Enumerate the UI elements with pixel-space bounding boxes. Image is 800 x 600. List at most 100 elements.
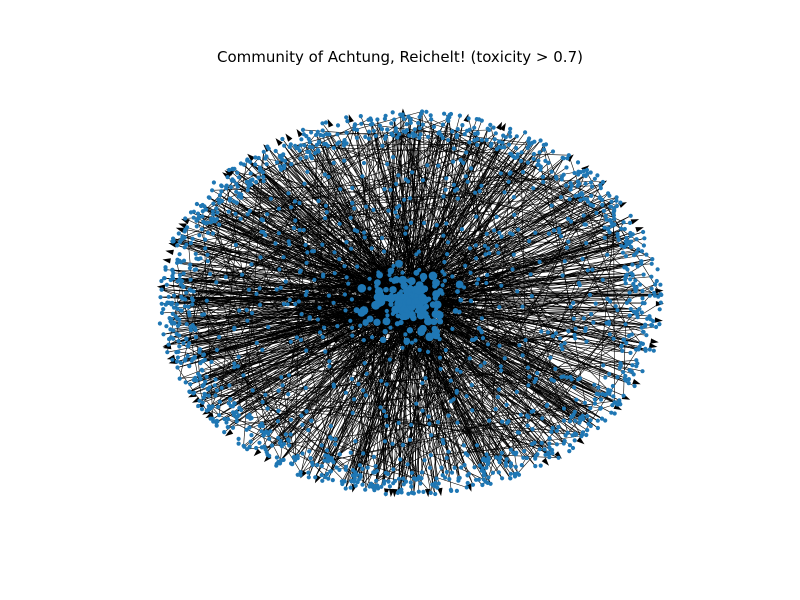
graph-node [234, 410, 239, 415]
graph-node [233, 242, 238, 247]
graph-node [550, 447, 555, 453]
graph-node [452, 308, 459, 314]
graph-node [451, 146, 456, 151]
graph-edge [419, 349, 573, 436]
graph-node [451, 159, 456, 164]
graph-node [384, 423, 390, 428]
graph-node [370, 335, 375, 340]
graph-node [425, 332, 434, 342]
graph-node [315, 462, 320, 468]
graph-node [388, 301, 394, 307]
graph-node [302, 143, 307, 148]
graph-node [558, 195, 564, 200]
graph-node [565, 156, 570, 161]
graph-node [498, 171, 503, 176]
graph-edge [237, 366, 484, 480]
graph-node [498, 364, 503, 369]
graph-node [320, 478, 325, 483]
graph-node [335, 324, 340, 329]
graph-node [369, 246, 374, 251]
graph-node [541, 179, 546, 185]
graph-node [343, 467, 348, 472]
graph-node [464, 150, 469, 155]
graph-node [483, 479, 488, 484]
graph-node [191, 391, 196, 396]
graph-node [371, 207, 376, 212]
graph-node [507, 130, 512, 135]
graph-node [261, 149, 266, 154]
graph-node [473, 477, 479, 482]
graph-edge [456, 136, 560, 233]
graph-node [510, 267, 515, 272]
graph-node [481, 469, 486, 475]
graph-node [633, 278, 638, 283]
graph-node [245, 318, 250, 323]
graph-node [536, 158, 541, 163]
graph-edge [316, 318, 371, 466]
graph-node [214, 388, 220, 393]
graph-edge [189, 302, 409, 344]
graph-node [177, 344, 182, 349]
graph-node [207, 195, 212, 200]
graph-node [224, 420, 229, 425]
graph-node [381, 481, 387, 486]
graph-node [547, 436, 552, 441]
graph-node [281, 255, 286, 260]
graph-node [588, 423, 593, 429]
graph-node [387, 272, 392, 278]
graph-node [547, 441, 552, 446]
graph-node [559, 374, 564, 380]
graph-node [205, 252, 210, 257]
graph-node [538, 463, 543, 468]
graph-node [386, 208, 391, 213]
graph-node [233, 211, 238, 216]
graph-node [572, 385, 577, 390]
graph-edge [307, 122, 411, 173]
graph-node [656, 294, 661, 299]
graph-node [320, 242, 325, 247]
graph-node [214, 217, 219, 222]
graph-node [641, 243, 647, 248]
graph-node [379, 484, 384, 489]
graph-node [332, 250, 337, 255]
graph-node [307, 144, 312, 149]
graph-node [177, 333, 182, 338]
graph-edge [409, 302, 525, 452]
graph-node [209, 216, 214, 221]
graph-node [506, 419, 511, 424]
graph-node [352, 228, 357, 233]
edge-arrowhead [496, 121, 503, 131]
graph-node [649, 286, 654, 291]
graph-node [588, 418, 593, 423]
graph-node [170, 311, 175, 316]
edge-arrowhead [576, 437, 585, 445]
graph-node [485, 126, 490, 131]
graph-edge [183, 273, 396, 310]
graph-node [229, 178, 234, 183]
graph-node [184, 322, 189, 327]
graph-node [163, 265, 168, 270]
graph-node [533, 464, 538, 469]
graph-node [588, 202, 593, 207]
graph-node [175, 306, 180, 311]
graph-node [274, 287, 279, 292]
graph-edge [205, 209, 387, 322]
graph-node [490, 470, 495, 475]
graph-node [568, 181, 573, 186]
graph-edge [308, 138, 388, 299]
graph-node [298, 472, 303, 478]
graph-node [382, 187, 387, 192]
graph-edge [236, 202, 422, 305]
graph-node [640, 296, 645, 301]
graph-node [341, 143, 347, 148]
graph-node [491, 125, 496, 130]
graph-node [304, 155, 309, 160]
graph-node [560, 347, 565, 352]
graph-edge [623, 324, 626, 396]
graph-node [624, 235, 629, 241]
graph-node [406, 491, 411, 496]
graph-node [382, 439, 388, 444]
graph-edge [279, 156, 456, 312]
graph-node [403, 231, 408, 236]
graph-node [554, 442, 560, 447]
